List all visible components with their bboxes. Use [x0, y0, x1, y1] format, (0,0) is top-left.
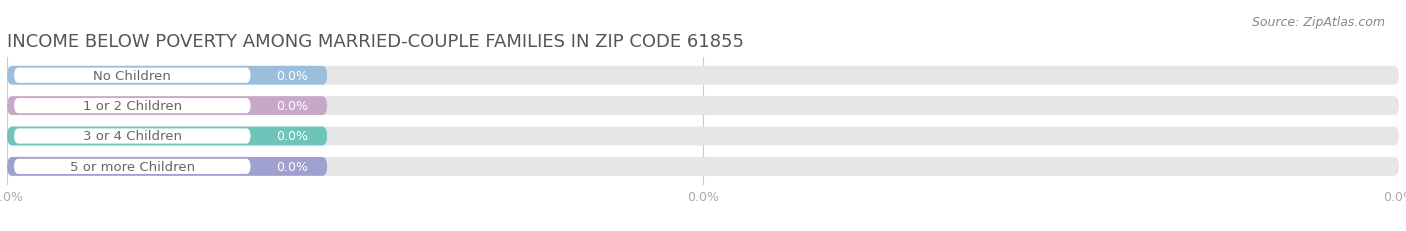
FancyBboxPatch shape — [7, 157, 328, 176]
Text: 1 or 2 Children: 1 or 2 Children — [83, 100, 181, 113]
Text: No Children: No Children — [93, 70, 172, 82]
Text: 3 or 4 Children: 3 or 4 Children — [83, 130, 181, 143]
Text: 0.0%: 0.0% — [277, 100, 308, 113]
FancyBboxPatch shape — [14, 99, 250, 114]
FancyBboxPatch shape — [14, 68, 250, 83]
Text: 5 or more Children: 5 or more Children — [70, 160, 195, 173]
FancyBboxPatch shape — [14, 129, 250, 144]
Text: 0.0%: 0.0% — [277, 70, 308, 82]
FancyBboxPatch shape — [14, 159, 250, 174]
FancyBboxPatch shape — [7, 127, 328, 146]
FancyBboxPatch shape — [7, 67, 1399, 85]
Text: 0.0%: 0.0% — [277, 160, 308, 173]
Text: 0.0%: 0.0% — [277, 130, 308, 143]
FancyBboxPatch shape — [7, 97, 1399, 116]
Text: Source: ZipAtlas.com: Source: ZipAtlas.com — [1251, 16, 1385, 29]
FancyBboxPatch shape — [7, 157, 1399, 176]
FancyBboxPatch shape — [7, 97, 328, 116]
FancyBboxPatch shape — [7, 67, 328, 85]
FancyBboxPatch shape — [7, 127, 1399, 146]
Text: INCOME BELOW POVERTY AMONG MARRIED-COUPLE FAMILIES IN ZIP CODE 61855: INCOME BELOW POVERTY AMONG MARRIED-COUPL… — [7, 33, 744, 51]
